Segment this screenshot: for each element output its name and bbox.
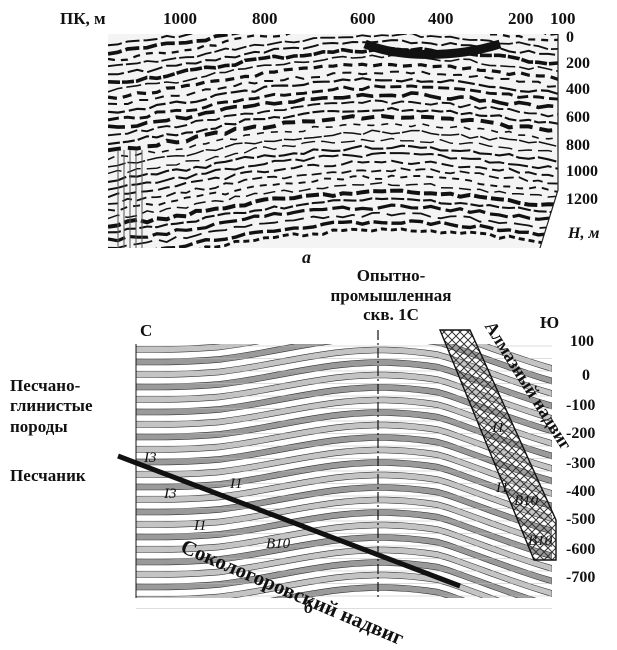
seismic-reflector: [108, 54, 558, 93]
panel-a-caption: а: [302, 247, 311, 267]
pk-tick-600: 600: [350, 9, 376, 28]
seismic-reflector: [108, 197, 558, 234]
seismic-reflector: [108, 144, 558, 184]
stratum-band: [136, 421, 552, 472]
seismic-reflector: [108, 34, 558, 47]
rock-label-sandstone: Песчаник: [10, 466, 86, 485]
seismic-reflector: [108, 174, 558, 212]
well-label: Опытно- промышленная скв. 1С: [330, 266, 452, 325]
depth-tick-600: 600: [566, 109, 590, 126]
depth-tick-200: 200: [566, 55, 590, 72]
stratum-band: [136, 559, 552, 598]
horizon-label: I1: [229, 476, 243, 492]
horizon-label: I3: [143, 450, 157, 466]
stratum-band: [136, 509, 552, 560]
stratum-band: [136, 371, 552, 422]
stratum-band: [136, 384, 552, 435]
stratum-band: [136, 521, 552, 572]
stratum-band: [136, 496, 552, 547]
seismic-reflector: [108, 227, 558, 248]
horizon-label: B10: [528, 533, 553, 549]
elev-tick-minus200: -200: [566, 425, 596, 442]
strata: [136, 344, 552, 598]
seismic-reflector: [108, 203, 558, 243]
horizon-label: I3: [163, 486, 177, 502]
sokolog-thrust-line: [117, 453, 461, 589]
pk-tick-200: 200: [508, 9, 534, 28]
stratum-band: [136, 446, 552, 497]
seismic-reflector: [108, 113, 558, 153]
strong-reflector: [363, 39, 502, 59]
depth-tick-0: 0: [566, 29, 574, 46]
seismic-reflector: [108, 99, 558, 137]
elev-tick-minus600: -600: [566, 541, 596, 558]
stratum-band: [136, 484, 552, 535]
stratum-band: [136, 471, 552, 522]
stratum-band: [136, 571, 552, 598]
stratum-band: [136, 359, 552, 410]
seismic-reflector: [108, 167, 558, 205]
elev-tick-minus500: -500: [566, 511, 596, 528]
stratum-band: [136, 584, 552, 598]
seismic-reflector: [108, 219, 558, 248]
horizon-label: I1: [495, 480, 509, 496]
seismic-section: [108, 34, 559, 249]
seismic-reflector: [108, 34, 558, 68]
seismic-reflector: [108, 77, 558, 114]
seismic-reflector: [108, 91, 558, 129]
pk-tick-800: 800: [252, 9, 278, 28]
seismic-reflector: [108, 122, 558, 161]
seismic-reflector: [108, 84, 558, 122]
horizon-label: B10: [266, 536, 291, 552]
elev-tick-0: 0: [582, 367, 590, 384]
elev-tick-minus400: -400: [566, 483, 596, 500]
stratum-band: [136, 396, 552, 447]
seismic-reflector: [108, 137, 558, 175]
seismic-reflector: [108, 70, 558, 105]
seismic-reflector: [108, 159, 558, 199]
almaz-thrust-zone: [438, 329, 557, 561]
seismic-reflector: [108, 34, 558, 56]
pk-tick-100: 100: [550, 9, 576, 28]
stratum-band: [136, 409, 552, 460]
seismic-reflector: [108, 46, 558, 85]
stratum-band: [136, 534, 552, 585]
seismic-reflector: [108, 106, 558, 146]
horizon-label: B10: [514, 493, 539, 509]
stratum-band: [136, 346, 552, 397]
seismic-reflectors: [108, 34, 558, 248]
elev-tick-minus700: -700: [566, 569, 596, 586]
horizon-label: I1: [491, 420, 505, 436]
stratum-band: [136, 459, 552, 510]
pk-tick-1000: 1000: [163, 9, 197, 28]
stratum-band: [136, 434, 552, 485]
depth-tick-800: 800: [566, 137, 590, 154]
pk-tick-400: 400: [428, 9, 454, 28]
depth-tick-400: 400: [566, 81, 590, 98]
north-label: С: [140, 321, 153, 340]
seismic-reflector: [108, 188, 558, 229]
rock-label-sand-clay: Песчано- глинистые породы: [10, 376, 93, 436]
depth-axis-label: Н, м: [568, 225, 600, 242]
stratum-band: [136, 546, 552, 597]
elev-tick-100: 100: [570, 333, 594, 350]
seismic-reflector: [108, 182, 558, 220]
depth-tick-1200: 1200: [566, 191, 598, 208]
elev-tick-minus300: -300: [566, 455, 596, 472]
geologic-section: I3 I3 I1 I1 B10 I1 I1 B10 B10: [117, 329, 557, 609]
seismic-reflector: [108, 62, 558, 101]
south-label: Ю: [540, 313, 560, 332]
panel-b-caption: б: [304, 597, 313, 617]
depth-tick-1000: 1000: [566, 163, 598, 180]
section-edge: [539, 34, 559, 249]
pk-axis-label: ПК, м: [60, 9, 106, 28]
seismic-reflector: [108, 129, 558, 168]
seismic-reflector: [108, 151, 558, 191]
elev-tick-minus100: -100: [566, 397, 596, 414]
horizon-label: I1: [193, 518, 207, 534]
